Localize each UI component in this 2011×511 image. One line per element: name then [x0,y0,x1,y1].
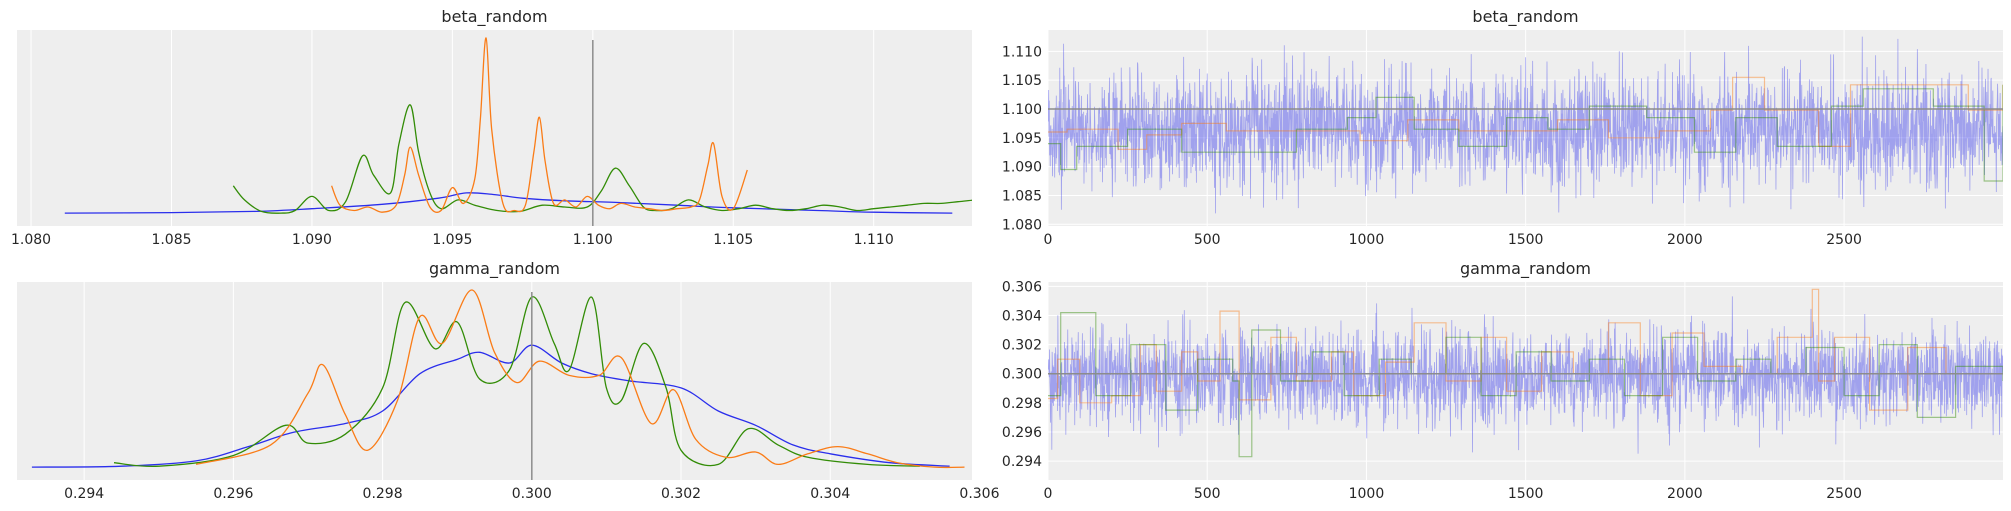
panel-title: beta_random [441,7,547,27]
x-tick-label: 2500 [1826,232,1862,248]
y-tick-label: 1.105 [1002,73,1042,89]
x-tick-label: 1.105 [713,232,753,248]
x-tick-label: 0.302 [661,486,701,502]
y-tick-label: 0.302 [1002,338,1042,354]
panel-2: beta_random 0 500 1000 1500 2000 2500 1.080 1.08… [1002,7,2003,248]
kde-line-chain-2 [113,296,920,468]
x-tick-label: 1.090 [292,232,332,248]
x-tick-label: 1500 [1508,232,1544,248]
y-tick-label: 0.304 [1002,308,1042,324]
y-tick-label: 1.080 [1002,217,1042,233]
x-tick-label: 500 [1194,232,1221,248]
trace-line-chain-3 [1048,312,2003,458]
kde-line-chain-3 [330,37,748,213]
panel-3: gamma_random 0.294 0.296 0.298 0.300 0.302 0.3… [17,259,1000,502]
y-tick-label: 0.294 [1002,454,1042,470]
x-tick-label: 1.080 [11,232,51,248]
y-tick-label: 1.085 [1002,188,1042,204]
trace-line-chain-2 [1048,76,2003,150]
x-tick-label: 0 [1044,486,1053,502]
panel-title: beta_random [1472,7,1578,27]
kde-line-chain-2 [232,104,972,214]
x-tick-label: 0.296 [213,486,253,502]
series-layer [64,37,972,214]
panel-4: gamma_random 0 500 1000 1500 2000 2500 0.294 0.2… [1002,259,2003,502]
series-layer [1048,288,2003,458]
trace-line-chain-1 [1048,296,2003,454]
x-tick-label: 1.110 [854,232,894,248]
x-tick-label: 0.298 [363,486,403,502]
y-tick-label: 1.110 [1002,44,1042,60]
x-tick-label: 1500 [1508,486,1544,502]
x-tick-label: 2000 [1667,232,1703,248]
y-tick-label: 1.100 [1002,102,1042,118]
x-tick-label: 0.306 [959,486,999,502]
trace-line-chain-2 [1048,288,2003,411]
y-tick-label: 0.296 [1002,425,1042,441]
y-tick-label: 0.298 [1002,396,1042,412]
y-tick-label: 1.095 [1002,131,1042,147]
x-tick-label: 1000 [1349,232,1385,248]
x-tick-label: 0.294 [64,486,104,502]
x-tick-label: 2000 [1667,486,1703,502]
trace-line-chain-3 [1048,84,2003,182]
plot-area [17,30,972,226]
panel-title: gamma_random [1460,259,1591,279]
y-tick-label: 0.306 [1002,279,1042,295]
plot-area [17,282,972,480]
x-tick-label: 0 [1044,232,1053,248]
x-tick-label: 1.095 [432,232,472,248]
x-tick-label: 1.085 [151,232,191,248]
x-tick-label: 500 [1194,486,1221,502]
x-tick-label: 0.300 [512,486,552,502]
x-tick-label: 1000 [1349,486,1385,502]
x-tick-label: 0.304 [810,486,850,502]
panel-title: gamma_random [429,259,560,279]
x-tick-label: 1.100 [573,232,613,248]
y-tick-label: 1.090 [1002,160,1042,176]
trace-line-chain-1 [1048,36,2003,214]
series-layer [1048,36,2003,214]
panel-1: beta_random 1.080 1.085 1.090 1.095 1.100 1.10… [11,7,972,248]
y-tick-label: 0.300 [1002,367,1042,383]
series-layer [31,289,965,469]
kde-line-chain-3 [195,289,965,469]
kde-line-chain-1 [31,344,950,468]
x-tick-label: 2500 [1826,486,1862,502]
